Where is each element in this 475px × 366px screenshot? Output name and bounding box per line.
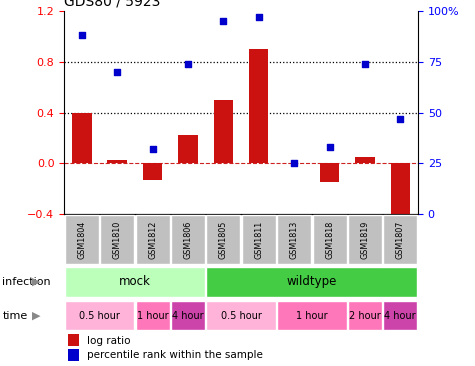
Text: GSM1810: GSM1810	[113, 220, 122, 259]
Text: 4 hour: 4 hour	[172, 311, 204, 321]
Bar	[206, 267, 418, 297]
Text: GSM1806: GSM1806	[183, 220, 192, 259]
Text: mock: mock	[119, 275, 151, 288]
Bar	[348, 215, 382, 264]
Bar	[67, 335, 79, 346]
Text: GSM1813: GSM1813	[290, 220, 299, 259]
Point	[219, 18, 227, 24]
Bar	[249, 49, 268, 163]
Text: 2 hour: 2 hour	[349, 311, 381, 321]
Bar	[72, 113, 92, 163]
Text: wildtype: wildtype	[286, 275, 337, 288]
Bar	[135, 215, 170, 264]
Bar	[67, 349, 79, 361]
Point	[114, 69, 121, 75]
Text: GSM1819: GSM1819	[361, 220, 370, 259]
Text: percentile rank within the sample: percentile rank within the sample	[87, 350, 263, 360]
Bar	[320, 163, 339, 182]
Bar	[313, 215, 347, 264]
Bar	[348, 301, 382, 330]
Bar	[206, 301, 276, 330]
Bar	[214, 100, 233, 163]
Text: 4 hour: 4 hour	[384, 311, 416, 321]
Bar	[65, 215, 99, 264]
Point	[184, 61, 192, 67]
Text: infection: infection	[2, 277, 51, 287]
Point	[361, 61, 369, 67]
Bar	[390, 163, 410, 229]
Bar	[143, 163, 162, 180]
Text: ▶: ▶	[32, 311, 41, 321]
Text: GSM1807: GSM1807	[396, 220, 405, 259]
Bar	[135, 301, 170, 330]
Text: log ratio: log ratio	[87, 336, 131, 346]
Text: ▶: ▶	[32, 277, 41, 287]
Bar	[65, 267, 205, 297]
Text: GSM1818: GSM1818	[325, 220, 334, 259]
Bar	[171, 301, 205, 330]
Bar	[277, 215, 311, 264]
Bar	[65, 301, 134, 330]
Text: 0.5 hour: 0.5 hour	[220, 311, 262, 321]
Point	[326, 144, 333, 150]
Bar	[355, 157, 375, 163]
Bar	[178, 135, 198, 163]
Text: GSM1811: GSM1811	[254, 220, 263, 259]
Point	[78, 33, 86, 38]
Bar	[277, 301, 347, 330]
Point	[290, 160, 298, 166]
Bar	[242, 215, 276, 264]
Text: GSM1812: GSM1812	[148, 220, 157, 259]
Bar	[206, 215, 240, 264]
Point	[255, 14, 263, 20]
Bar	[171, 215, 205, 264]
Text: time: time	[2, 311, 28, 321]
Bar	[107, 160, 127, 163]
Bar	[383, 301, 418, 330]
Text: 1 hour: 1 hour	[137, 311, 169, 321]
Bar	[383, 215, 418, 264]
Point	[149, 146, 156, 152]
Text: 0.5 hour: 0.5 hour	[79, 311, 120, 321]
Text: GSM1804: GSM1804	[77, 220, 86, 259]
Text: GSM1805: GSM1805	[219, 220, 228, 259]
Text: 1 hour: 1 hour	[296, 311, 328, 321]
Text: GDS80 / 5923: GDS80 / 5923	[64, 0, 161, 8]
Bar	[100, 215, 134, 264]
Point	[397, 116, 404, 122]
